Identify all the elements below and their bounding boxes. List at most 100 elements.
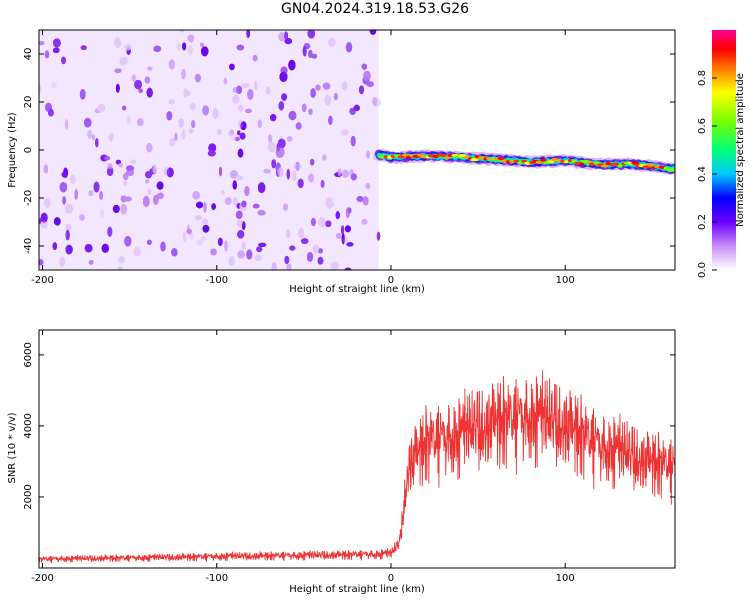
ridge-peak [402, 153, 409, 157]
noise-speckle [59, 182, 68, 193]
noise-speckle [239, 132, 246, 140]
snr-y-ticks: 2000 4000 6000 [23, 342, 675, 510]
noise-speckle [210, 248, 217, 256]
spectrogram-y-ticks: -40 -20 0 20 40 [23, 48, 675, 254]
noise-speckle [84, 117, 92, 128]
noise-speckle [65, 229, 70, 241]
noise-speckle [207, 150, 216, 157]
noise-speckle [245, 108, 252, 114]
ridge-peak [567, 158, 573, 163]
noise-speckle [187, 34, 195, 43]
noise-speckle [217, 129, 222, 135]
noise-speckle [131, 74, 136, 82]
x-tick-label: 100 [556, 573, 575, 584]
noise-speckle [233, 197, 238, 206]
noise-speckle [237, 230, 245, 239]
noise-speckle [114, 68, 122, 74]
ridge-peak [547, 160, 555, 164]
noise-speckle [232, 180, 237, 190]
noise-speckle [247, 89, 254, 100]
noise-speckle [201, 46, 209, 57]
spectrogram-signal-ridge [373, 148, 675, 175]
noise-speckle [369, 30, 377, 35]
ridge-peak [440, 153, 447, 157]
noise-speckle [133, 247, 141, 257]
x-tick-label: -200 [31, 573, 54, 584]
noise-speckle [157, 192, 164, 199]
noise-speckle [117, 266, 124, 270]
noise-speckle [254, 80, 258, 91]
noise-speckle [232, 94, 240, 104]
noise-speckle [101, 243, 109, 253]
noise-speckle [333, 93, 338, 101]
ridge-peak [513, 159, 520, 163]
noise-speckle [252, 203, 260, 209]
noise-speckle [241, 242, 246, 250]
colorbar-tick-label: 0.6 [697, 118, 708, 134]
x-tick-label: 0 [388, 573, 394, 584]
noise-speckle [347, 207, 352, 214]
noise-speckle [40, 212, 48, 223]
noise-speckle [69, 175, 76, 184]
noise-speckle [217, 237, 223, 246]
noise-speckle [235, 210, 243, 219]
y-tick-label: -20 [23, 190, 34, 206]
noise-speckle [298, 228, 305, 239]
noise-speckle [211, 203, 216, 210]
noise-speckle [276, 143, 280, 152]
noise-speckle [228, 256, 235, 266]
noise-speckle [152, 164, 157, 174]
noise-speckle [39, 40, 45, 46]
ridge-peak [617, 164, 623, 168]
noise-speckle [288, 59, 296, 71]
noise-speckle [341, 169, 350, 178]
noise-speckle [255, 254, 262, 261]
noise-speckle [366, 150, 370, 159]
noise-speckle [356, 196, 364, 202]
noise-speckle [258, 242, 267, 247]
x-tick-label: 0 [388, 275, 394, 286]
noise-speckle [234, 136, 241, 142]
noise-speckle [100, 208, 105, 219]
noise-speckle [212, 108, 219, 119]
noise-speckle [322, 154, 327, 161]
noise-speckle [147, 188, 152, 195]
noise-speckle [221, 190, 226, 195]
noise-speckle [134, 79, 142, 90]
noise-speckle [126, 115, 131, 125]
noise-speckle [286, 229, 291, 239]
noise-speckle [88, 260, 94, 265]
noise-speckle [237, 219, 244, 228]
noise-speckle [328, 115, 333, 125]
noise-speckle [39, 259, 44, 266]
ridge-peak [444, 156, 451, 160]
ridge-peak [517, 161, 523, 165]
noise-speckle [279, 71, 288, 82]
noise-speckle [180, 30, 184, 33]
noise-speckle [270, 114, 277, 122]
noise-speckle [156, 181, 164, 190]
snr-series [39, 370, 675, 563]
colorbar-tick-label: 0.0 [697, 262, 708, 278]
ridge-peak [470, 158, 479, 162]
noise-speckle [340, 129, 349, 136]
noise-speckle [107, 163, 113, 170]
noise-speckle [240, 121, 247, 130]
noise-speckle [361, 218, 368, 225]
noise-speckle [328, 37, 336, 47]
noise-speckle [53, 38, 61, 48]
noise-speckle [307, 251, 313, 262]
noise-speckle [297, 178, 304, 188]
spectrogram-x-axis-label: Height of straight line (km) [289, 284, 425, 295]
noise-speckle [353, 104, 360, 111]
noise-speckle [52, 242, 57, 251]
noise-speckle [171, 248, 178, 257]
noise-speckle [237, 130, 241, 136]
noise-speckle [40, 220, 47, 229]
noise-speckle [160, 241, 166, 252]
noise-speckle [153, 45, 162, 52]
snr-x-ticks: -200 -100 0 100 [31, 330, 575, 584]
noise-speckle [182, 231, 187, 242]
noise-speckle [284, 31, 288, 41]
